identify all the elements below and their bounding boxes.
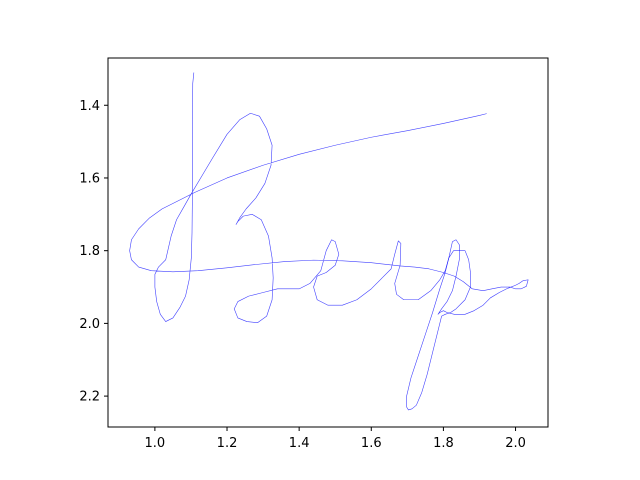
y-tick-label: 1.6 <box>79 171 100 186</box>
x-axis: 1.0 1.2 1.4 1.6 1.8 2.0 <box>145 427 526 451</box>
series-line-2 <box>406 250 471 411</box>
x-tick-label: 1.0 <box>145 436 166 451</box>
plot-lines <box>129 72 529 411</box>
x-tick-label: 1.6 <box>361 436 382 451</box>
y-tick-label: 1.8 <box>79 244 100 259</box>
y-tick-label: 2.2 <box>79 390 100 405</box>
x-tick-label: 1.4 <box>289 436 310 451</box>
y-axis: 1.4 1.6 1.8 2.0 2.2 <box>79 99 108 405</box>
y-tick-label: 2.0 <box>79 317 100 332</box>
x-tick-label: 1.8 <box>433 436 454 451</box>
series-line-1 <box>129 72 529 323</box>
axes-frame <box>107 57 549 428</box>
x-tick-label: 2.0 <box>505 436 526 451</box>
x-tick-label: 1.2 <box>217 436 238 451</box>
y-tick-label: 1.4 <box>79 99 100 114</box>
